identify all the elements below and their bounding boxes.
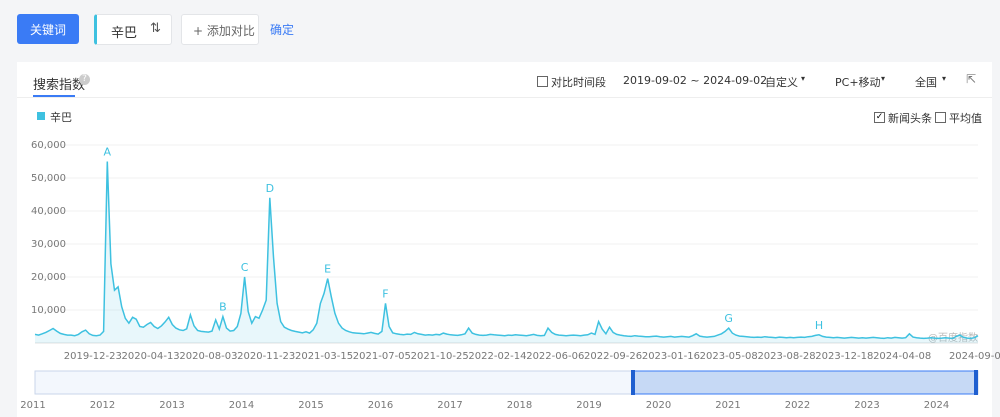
x-tick-label: 2022-06-06 — [526, 351, 584, 362]
annotation: A — [103, 146, 111, 159]
custom-dropdown[interactable]: 自定义 — [765, 76, 798, 89]
timeline-handle[interactable] — [631, 370, 635, 395]
swap-icon[interactable]: ⇅ — [150, 21, 161, 36]
dropdown-arrow: ▾ — [881, 74, 886, 83]
timeline-selection[interactable] — [632, 370, 977, 395]
timeline-year: 2016 — [368, 400, 393, 411]
compare-period-checkbox[interactable] — [537, 76, 548, 87]
legend-swatch — [37, 112, 45, 120]
x-tick-label: 2023-01-16 — [642, 351, 700, 362]
x-tick-label: 2022-09-26 — [584, 351, 642, 362]
y-tick-label: 30,000 — [31, 239, 66, 250]
average-checkbox[interactable] — [935, 112, 946, 123]
annotation: E — [324, 263, 331, 276]
keyword: 辛巴 — [111, 26, 138, 41]
compare-period: 对比时间段 — [551, 76, 606, 89]
timeline-year: 2015 — [298, 400, 323, 411]
x-tick-label: 2024-09-02 — [949, 351, 1000, 362]
annotation: G — [724, 312, 733, 325]
x-tick-label: 2021-07-05 — [353, 351, 411, 362]
timeline-year: 2013 — [159, 400, 184, 411]
add-compare-box[interactable] — [181, 14, 259, 45]
x-tick-label: 2020-04-13 — [122, 351, 180, 362]
confirm[interactable]: 确定 — [270, 23, 295, 37]
timeline-year: 2019 — [576, 400, 601, 411]
tab[interactable]: 搜索指数 — [33, 78, 86, 93]
timeline-year: 2020 — [646, 400, 671, 411]
panel-divider — [17, 97, 992, 98]
keyword-box[interactable] — [94, 14, 172, 45]
export-icon[interactable]: ⇱ — [966, 72, 977, 86]
x-tick-label: 2021-03-15 — [295, 351, 353, 362]
annotation: D — [266, 182, 274, 195]
annotation: F — [382, 287, 388, 300]
line — [34, 161, 979, 340]
timeline-year: 2011 — [20, 400, 45, 411]
timeline-year: 2024 — [924, 400, 949, 411]
timeline-handle[interactable] — [974, 370, 978, 395]
annotation: B — [219, 301, 227, 314]
add-compare: + 添加对比 — [193, 24, 255, 38]
y-tick-label: 10,000 — [31, 305, 66, 316]
help-icon[interactable]: ? — [79, 74, 90, 85]
annotation: C — [241, 261, 249, 274]
annotation: H — [815, 319, 823, 332]
y-tick-label: 60,000 — [31, 140, 66, 151]
x-tick-label: 2022-02-14 — [468, 351, 526, 362]
y-tick-label: 20,000 — [31, 272, 66, 283]
average-label: 平均值 — [949, 112, 982, 125]
panel — [17, 62, 992, 417]
dropdown-arrow: ▾ — [942, 74, 947, 83]
news-checkbox[interactable]: ✓ — [874, 112, 885, 123]
timeline-year: 2023 — [854, 400, 879, 411]
timeline-year: 2014 — [229, 400, 254, 411]
timeline-year: 2012 — [90, 400, 115, 411]
x-tick-label: 2020-11-23 — [237, 351, 295, 362]
y-tick-label: 40,000 — [31, 206, 66, 217]
keyword-button-text: 关键词 — [30, 23, 67, 37]
keyword-button[interactable] — [17, 14, 79, 44]
x-tick-label: 2019-12-23 — [64, 351, 122, 362]
y-tick-label: 50,000 — [31, 173, 66, 184]
news-label: 新闻头条 — [888, 112, 932, 125]
region-dropdown[interactable]: 全国 — [915, 76, 937, 89]
x-tick-label: 2023-12-18 — [815, 351, 873, 362]
x-tick-label: 2024-04-08 — [873, 351, 931, 362]
device-dropdown[interactable]: PC+移动 — [835, 76, 881, 89]
date-range[interactable]: 2019-09-02 ~ 2024-09-02 — [623, 74, 768, 87]
area — [35, 161, 978, 343]
x-tick-label: 2020-08-03 — [179, 351, 237, 362]
legend-label[interactable]: 辛巴 — [50, 111, 72, 124]
timeline-year: 2018 — [507, 400, 532, 411]
x-tick-label: 2023-05-08 — [700, 351, 758, 362]
x-tick-label: 2021-10-25 — [411, 351, 469, 362]
x-tick-label: 2023-08-28 — [757, 351, 815, 362]
timeline-year: 2017 — [437, 400, 462, 411]
timeline-year: 2022 — [785, 400, 810, 411]
dropdown-arrow: ▾ — [801, 74, 806, 83]
timeline-year: 2021 — [715, 400, 740, 411]
tab-underline — [33, 95, 75, 97]
